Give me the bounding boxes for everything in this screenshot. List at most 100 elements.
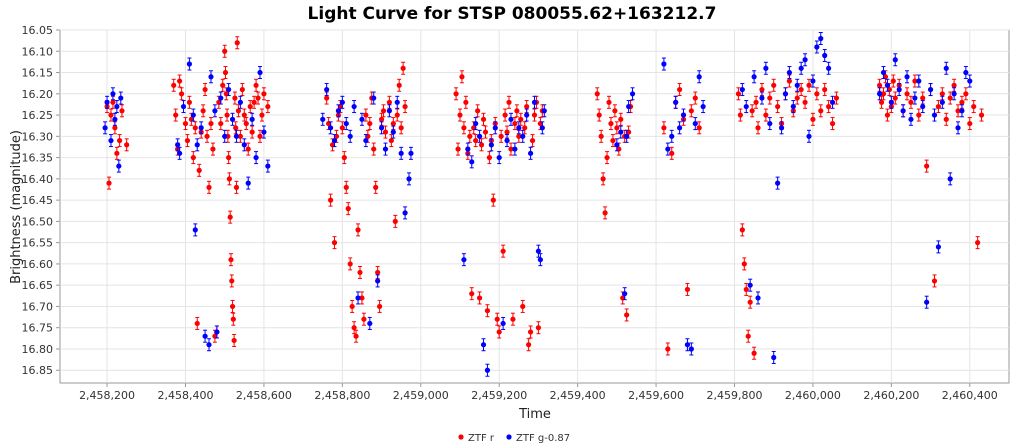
data-point <box>527 150 534 156</box>
y-tick-label: 16.35 <box>22 152 54 165</box>
data-point <box>202 86 208 93</box>
data-point <box>196 167 202 173</box>
data-point <box>390 120 396 127</box>
data-point <box>959 99 965 105</box>
data-point <box>947 95 953 101</box>
data-point <box>473 120 479 127</box>
data-point <box>771 354 777 361</box>
data-point <box>614 142 620 148</box>
data-point <box>331 137 338 144</box>
data-point <box>388 137 394 144</box>
y-tick-label: 16.55 <box>22 237 54 250</box>
data-point <box>110 99 116 105</box>
y-tick-label: 16.20 <box>22 88 54 101</box>
data-point <box>341 154 347 161</box>
data-point <box>204 133 210 139</box>
data-point <box>255 95 261 101</box>
data-point <box>198 125 204 131</box>
x-tick-label: 2,460,000 <box>785 389 841 402</box>
data-point <box>208 120 214 127</box>
data-point <box>351 325 357 331</box>
data-point <box>665 346 671 352</box>
data-point <box>673 99 679 105</box>
data-point <box>347 261 353 267</box>
data-point <box>753 99 759 105</box>
data-point <box>541 108 547 114</box>
data-point <box>978 112 985 118</box>
data-point <box>618 129 624 135</box>
data-point <box>400 65 406 71</box>
data-point <box>226 176 233 182</box>
legend: ZTF r ZTF g-0.87 <box>458 433 570 444</box>
data-point <box>331 240 338 246</box>
data-point <box>782 91 789 97</box>
x-axis-ticks: 2,458,200 2,458,400 2,458,600 2,458,800 2,45… <box>79 383 998 402</box>
data-point <box>529 137 536 144</box>
data-point <box>234 40 240 46</box>
y-tick-label: 16.65 <box>22 279 54 292</box>
data-point <box>355 227 361 233</box>
data-point <box>629 91 636 97</box>
data-point <box>931 112 938 118</box>
data-point <box>226 154 232 161</box>
legend-label-ztf-g: ZTF g-0.87 <box>516 433 570 444</box>
data-point <box>224 112 230 118</box>
y-axis-ticks: 16.05 16.10 16.15 16.20 16.25 16.30 16.35 16.40… <box>22 24 60 377</box>
data-point <box>114 103 120 110</box>
data-point <box>971 103 977 110</box>
data-point <box>484 308 491 314</box>
data-point <box>669 133 675 139</box>
data-point <box>398 125 404 131</box>
data-point <box>700 103 706 110</box>
data-point <box>798 65 804 71</box>
data-point <box>955 125 961 131</box>
data-point <box>790 103 796 110</box>
data-point <box>822 52 828 59</box>
data-point <box>194 320 200 327</box>
data-point <box>361 316 367 322</box>
data-point <box>778 125 785 131</box>
x-tick-label: 2,459,400 <box>550 389 606 402</box>
data-point <box>755 125 761 131</box>
data-point <box>826 103 832 110</box>
y-tick-label: 16.60 <box>22 258 54 271</box>
legend-marker-ztf-r <box>458 434 464 440</box>
data-point <box>402 210 408 216</box>
data-point <box>324 86 330 93</box>
data-point <box>476 295 483 301</box>
data-point <box>504 129 510 135</box>
data-point <box>178 91 185 97</box>
data-point <box>524 112 530 118</box>
data-point <box>892 57 898 63</box>
y-tick-label: 16.45 <box>22 194 54 207</box>
data-point <box>535 325 542 331</box>
data-point <box>371 95 377 101</box>
data-point <box>924 299 930 305</box>
data-point <box>245 180 251 186</box>
data-point <box>692 95 698 101</box>
data-point <box>826 65 832 71</box>
data-point <box>182 120 189 127</box>
data-point <box>112 116 118 122</box>
data-point <box>743 286 749 293</box>
data-point <box>457 112 463 118</box>
x-tick-label: 2,458,800 <box>314 389 370 402</box>
data-point <box>484 367 491 373</box>
data-point <box>880 69 887 76</box>
data-point <box>253 154 259 161</box>
data-point <box>108 137 114 144</box>
data-point <box>880 91 887 97</box>
data-point <box>935 244 942 250</box>
data-point <box>339 99 345 105</box>
data-point <box>810 78 816 84</box>
data-point <box>402 103 408 110</box>
data-point <box>351 103 357 110</box>
data-point <box>496 154 502 161</box>
data-point <box>884 82 891 88</box>
data-point <box>912 78 918 84</box>
data-point <box>951 91 957 97</box>
data-point <box>539 125 545 131</box>
data-point <box>598 133 604 139</box>
data-point <box>324 95 330 101</box>
data-point <box>931 278 938 284</box>
